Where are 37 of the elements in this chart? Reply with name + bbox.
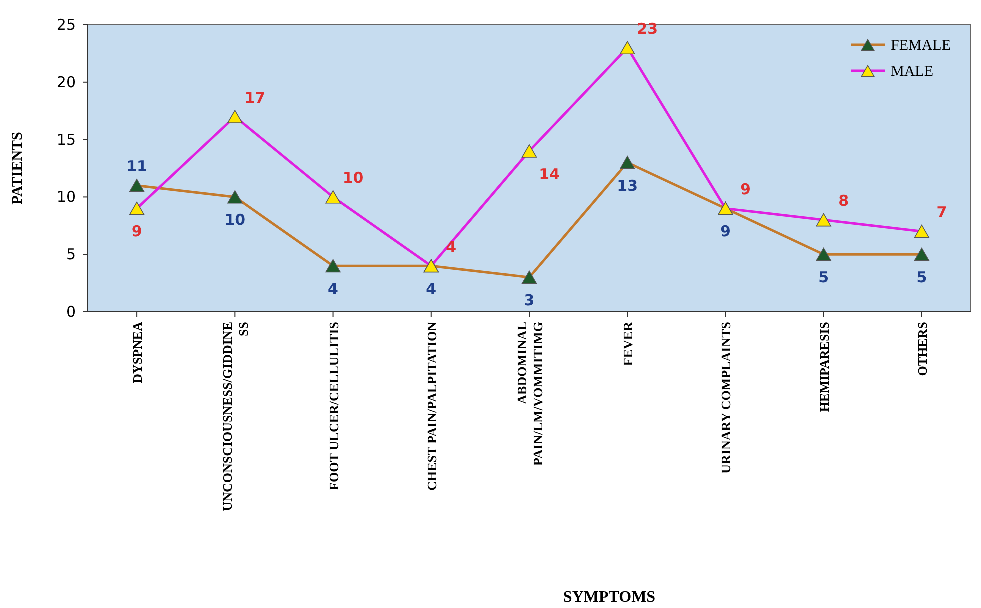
data-label: 7 xyxy=(936,204,948,222)
x-tick-label: CHEST PAIN/PALPITATION xyxy=(424,321,440,491)
data-label: 5 xyxy=(916,268,928,287)
x-tick-label: URINARY COMPLAINTS xyxy=(718,322,734,474)
y-tick-label: 15 xyxy=(56,130,76,149)
x-axis-title: SYMPTOMS xyxy=(563,589,656,606)
y-tick-label: 25 xyxy=(56,16,76,34)
data-label: 9 xyxy=(740,180,751,199)
data-label: 10 xyxy=(342,169,364,188)
data-label: 13 xyxy=(617,176,638,195)
x-tick-label: FEVER xyxy=(620,321,636,366)
y-tick-label: 10 xyxy=(56,188,76,206)
y-tick-label: 20 xyxy=(56,73,76,92)
y-axis-title: PATIENTS xyxy=(10,132,26,205)
data-label: 14 xyxy=(539,165,560,184)
data-label: 4 xyxy=(328,280,338,298)
y-tick-label: 5 xyxy=(66,246,76,264)
data-label: 10 xyxy=(224,211,246,230)
x-tick-label: DYSPNEA xyxy=(130,321,146,384)
data-label: 17 xyxy=(244,88,266,107)
data-label: 11 xyxy=(126,158,148,176)
data-label: 9 xyxy=(132,222,142,241)
x-tick-label: FOOT ULCER/CELLULITIS xyxy=(326,322,342,490)
x-tick-label: ABDOMINAL PAIN/LM/VOMMITIMG xyxy=(514,322,546,466)
legend-label: FEMALE xyxy=(891,38,951,54)
y-tick-label: 0 xyxy=(66,303,76,321)
data-label: 8 xyxy=(838,192,850,210)
x-tick-label: HEMIPARESIS xyxy=(816,322,832,412)
data-label: 23 xyxy=(637,20,658,38)
legend-label: MALE xyxy=(891,64,934,80)
data-label: 9 xyxy=(720,222,731,241)
x-tick-label: OTHERS xyxy=(914,322,930,376)
data-label: 5 xyxy=(818,268,830,287)
data-label: 4 xyxy=(446,238,457,256)
data-label: 4 xyxy=(426,280,437,298)
data-label: 3 xyxy=(524,292,535,310)
x-tick-label: UNCONSCIOUSNESS/GIDDINE SS xyxy=(220,322,252,512)
